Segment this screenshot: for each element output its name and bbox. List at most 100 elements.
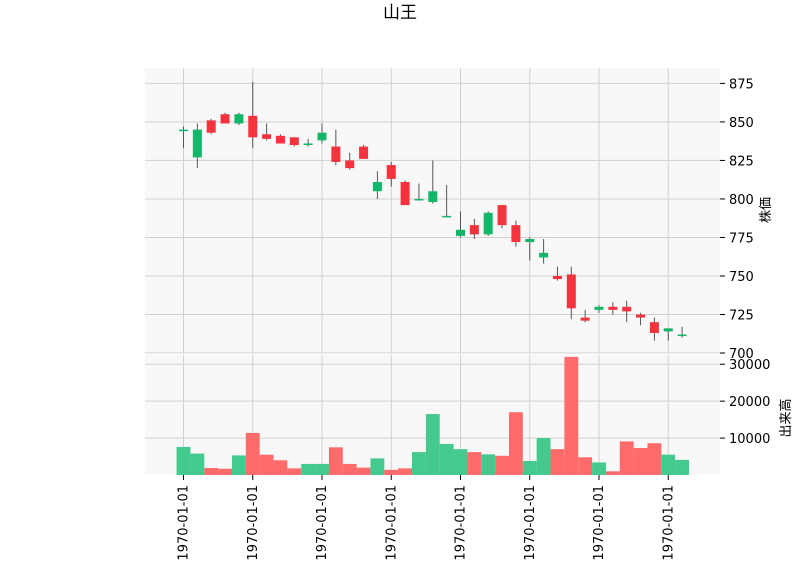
candle-up [303, 143, 313, 145]
candle-up [317, 132, 327, 141]
volume-bar-down [218, 468, 232, 475]
volume-bar-up [536, 438, 551, 475]
candle-up [677, 334, 687, 337]
candle-down [262, 134, 272, 139]
volume-bar-up [481, 454, 496, 475]
volume-bar-down [578, 457, 593, 475]
candle-up [442, 215, 452, 218]
x-axis-ticks: 1970-01-01 1970-01-01 1970-01-01 1970-01-01… [177, 475, 676, 561]
volume-bars [176, 356, 690, 475]
volume-bar-down [564, 356, 579, 475]
x-tick-label: 1970-01-01 [177, 485, 192, 561]
volume-bar-up [301, 463, 316, 475]
volume-panel: 10000 20000 30000 出来高 [145, 355, 794, 475]
candle-down [566, 274, 576, 309]
volume-bar-down [508, 412, 523, 475]
candle-down [552, 275, 562, 280]
candle-down [275, 135, 285, 144]
candle-up [372, 182, 382, 192]
candle-down [497, 205, 507, 226]
price-tick-label: 725 [729, 308, 754, 323]
candle-down [331, 146, 341, 162]
candle-up [663, 328, 673, 332]
candle-down [220, 114, 230, 124]
candles [179, 81, 687, 341]
volume-bar-down [647, 443, 662, 475]
price-tick-label: 700 [729, 347, 754, 362]
volume-tick-label: 30000 [729, 358, 770, 373]
x-tick-label: 1970-01-01 [454, 485, 469, 561]
price-panel: 700 725 750 775 800 825 850 875 株価 [145, 68, 774, 362]
x-tick-label: 1970-01-01 [661, 485, 676, 561]
candle-down [622, 306, 632, 312]
volume-bar-down [495, 455, 509, 475]
price-y-ticks: 700 725 750 775 800 825 850 875 [720, 77, 754, 362]
volume-bar-up [425, 414, 440, 475]
volume-bar-up [675, 459, 690, 475]
volume-bar-up [190, 453, 205, 475]
x-tick-label: 1970-01-01 [246, 485, 261, 561]
price-tick-label: 825 [729, 154, 754, 169]
volume-bar-up [522, 460, 537, 475]
volume-bar-down [273, 460, 288, 475]
candle-down [400, 182, 410, 206]
volume-bar-up [315, 463, 329, 475]
candle-up [525, 239, 535, 243]
volume-bar-up [453, 449, 468, 475]
volume-bar-down [550, 449, 565, 475]
candle-down [248, 115, 258, 138]
price-tick-label: 800 [729, 193, 754, 208]
volume-bar-down [287, 468, 302, 475]
price-panel-background [145, 68, 720, 353]
volume-tick-label: 20000 [729, 395, 770, 410]
volume-bar-down [619, 441, 634, 475]
volume-bar-down [245, 432, 260, 475]
volume-bar-down [467, 452, 482, 475]
candle-down [511, 225, 521, 243]
volume-bar-down [605, 471, 620, 475]
candle-down [345, 160, 355, 169]
candle-up [414, 198, 424, 201]
volume-bar-down [384, 469, 399, 475]
x-tick-label: 1970-01-01 [315, 485, 330, 561]
candle-up [483, 212, 493, 235]
volume-bar-down [342, 463, 357, 475]
price-tick-label: 750 [729, 270, 754, 285]
candle-up [428, 191, 438, 203]
x-tick-label: 1970-01-01 [523, 485, 538, 561]
volume-bar-up [176, 446, 191, 475]
candle-down [636, 314, 646, 318]
chart-title: 山王 [383, 3, 417, 23]
candle-up [456, 229, 465, 236]
candle-down [386, 165, 396, 179]
volume-bar-up [439, 443, 454, 475]
volume-tick-label: 10000 [729, 432, 770, 447]
volume-bar-down [633, 448, 648, 475]
candle-up [234, 114, 244, 124]
candle-down [469, 225, 479, 235]
price-tick-label: 875 [729, 77, 754, 92]
candle-up [539, 252, 549, 258]
price-axis-label: 株価 [759, 197, 774, 223]
x-tick-label: 1970-01-01 [384, 485, 399, 561]
volume-bar-up [661, 454, 676, 475]
volume-bar-down [356, 467, 371, 475]
volume-y-ticks: 10000 20000 30000 [720, 358, 770, 447]
volume-bar-up [370, 458, 385, 475]
volume-axis-label: 出来高 [778, 398, 794, 437]
price-tick-label: 850 [729, 116, 754, 131]
candle-down [580, 317, 590, 321]
candle-up [594, 306, 604, 310]
candle-down [289, 137, 299, 146]
candle-down [649, 322, 659, 333]
candle-up [179, 129, 188, 132]
x-tick-label: 1970-01-01 [592, 485, 607, 561]
candle-up [192, 129, 202, 158]
volume-bar-down [204, 467, 219, 475]
candle-down [206, 120, 216, 133]
candle-down [608, 306, 618, 310]
price-tick-label: 775 [729, 231, 754, 246]
candle-down [359, 146, 369, 159]
volume-bar-up [592, 462, 606, 475]
